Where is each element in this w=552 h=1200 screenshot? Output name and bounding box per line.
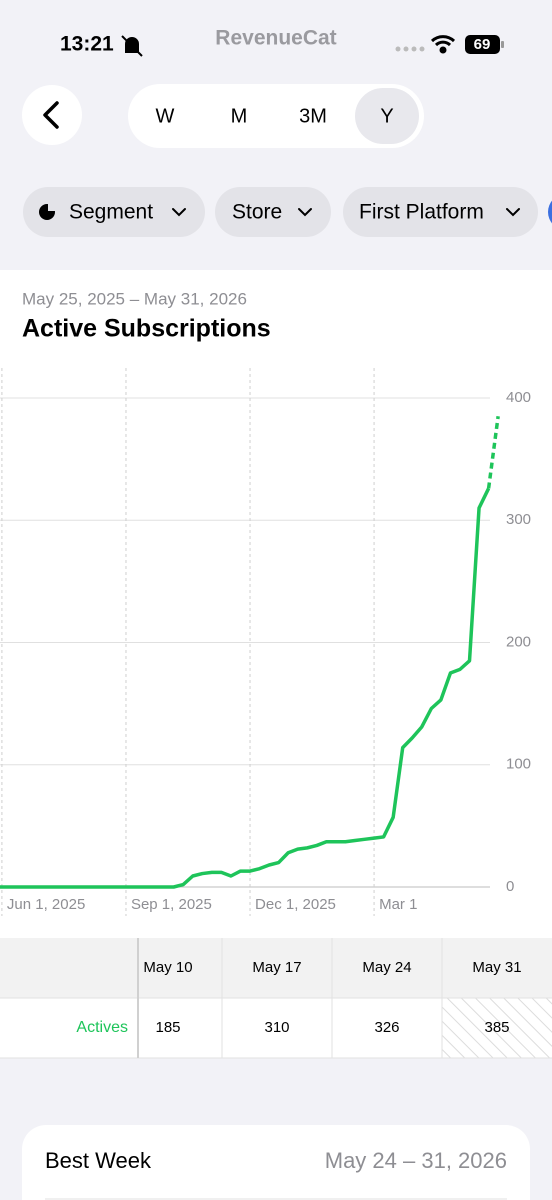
table-cell: 385	[484, 1019, 509, 1036]
projected-line	[486, 416, 500, 489]
filter-label: Store	[232, 201, 282, 224]
signal-icon	[395, 46, 425, 52]
projected-cell	[442, 998, 552, 1058]
table: May 10 May 17 May 24 May 31 Actives 185 310 326…	[76, 959, 521, 1036]
column-header: May 10	[143, 959, 192, 976]
battery	[465, 35, 500, 54]
row-label: Actives	[76, 1019, 128, 1036]
chart-card	[0, 270, 552, 938]
best-week-value: May 24 – 31, 2026	[325, 1148, 507, 1173]
table-cell: 326	[374, 1019, 399, 1036]
x-tick-label: Dec 1, 2025	[255, 896, 336, 913]
chevrons	[172, 208, 520, 217]
column-header: May 17	[252, 959, 301, 976]
back-button[interactable]	[22, 85, 82, 145]
filter-label: First Platform	[359, 201, 484, 224]
column-header: May 24	[362, 959, 411, 976]
table-cell: 310	[264, 1019, 289, 1036]
filter-label: Segment	[69, 201, 153, 224]
more-filter[interactable]	[548, 194, 552, 230]
table-header	[0, 938, 552, 998]
back-chevron	[43, 101, 59, 129]
x-tick-label: Jun 1, 2025	[7, 896, 85, 913]
column-header: May 31	[472, 959, 521, 976]
status-time: 13:21	[60, 33, 114, 56]
y-tick-label: 300	[506, 511, 531, 528]
segment-icon	[39, 203, 56, 220]
series-line	[0, 487, 491, 889]
wifi-icon	[430, 35, 456, 54]
filter-chip[interactable]	[23, 187, 205, 237]
table-cell: 185	[155, 1019, 180, 1036]
battery-level: 69	[474, 36, 491, 53]
chart: 0 100 200 300 400 Jun 1, 2025 Sep 1, 2025 Dec 1…	[0, 368, 531, 916]
period-selector	[128, 84, 424, 148]
y-tick-label: 400	[506, 389, 531, 406]
period-tab[interactable]: 3M	[299, 105, 327, 127]
battery-tip	[501, 41, 504, 48]
y-tick-label: 0	[506, 878, 514, 895]
silent-icon	[121, 35, 143, 57]
period-tab-selected[interactable]	[355, 88, 419, 144]
period-tab[interactable]: M	[231, 105, 248, 127]
table-borders	[0, 938, 552, 1059]
app-logo: RevenueCat	[215, 27, 336, 50]
y-tick-label: 200	[506, 633, 531, 650]
y-tick-label: 100	[506, 756, 531, 773]
best-week-label: Best Week	[45, 1148, 152, 1173]
best-week-card	[22, 1125, 530, 1200]
chart-subtitle: May 25, 2025 – May 31, 2026	[22, 289, 247, 308]
x-tick-label: Sep 1, 2025	[131, 896, 212, 913]
chart-title: Active Subscriptions	[22, 315, 271, 343]
period-tab[interactable]: Y	[380, 105, 393, 127]
x-tick-label: Mar 1	[379, 896, 417, 913]
filter-chip[interactable]	[343, 187, 538, 237]
period-tab[interactable]: W	[156, 105, 175, 127]
filter-chip[interactable]	[215, 187, 331, 237]
